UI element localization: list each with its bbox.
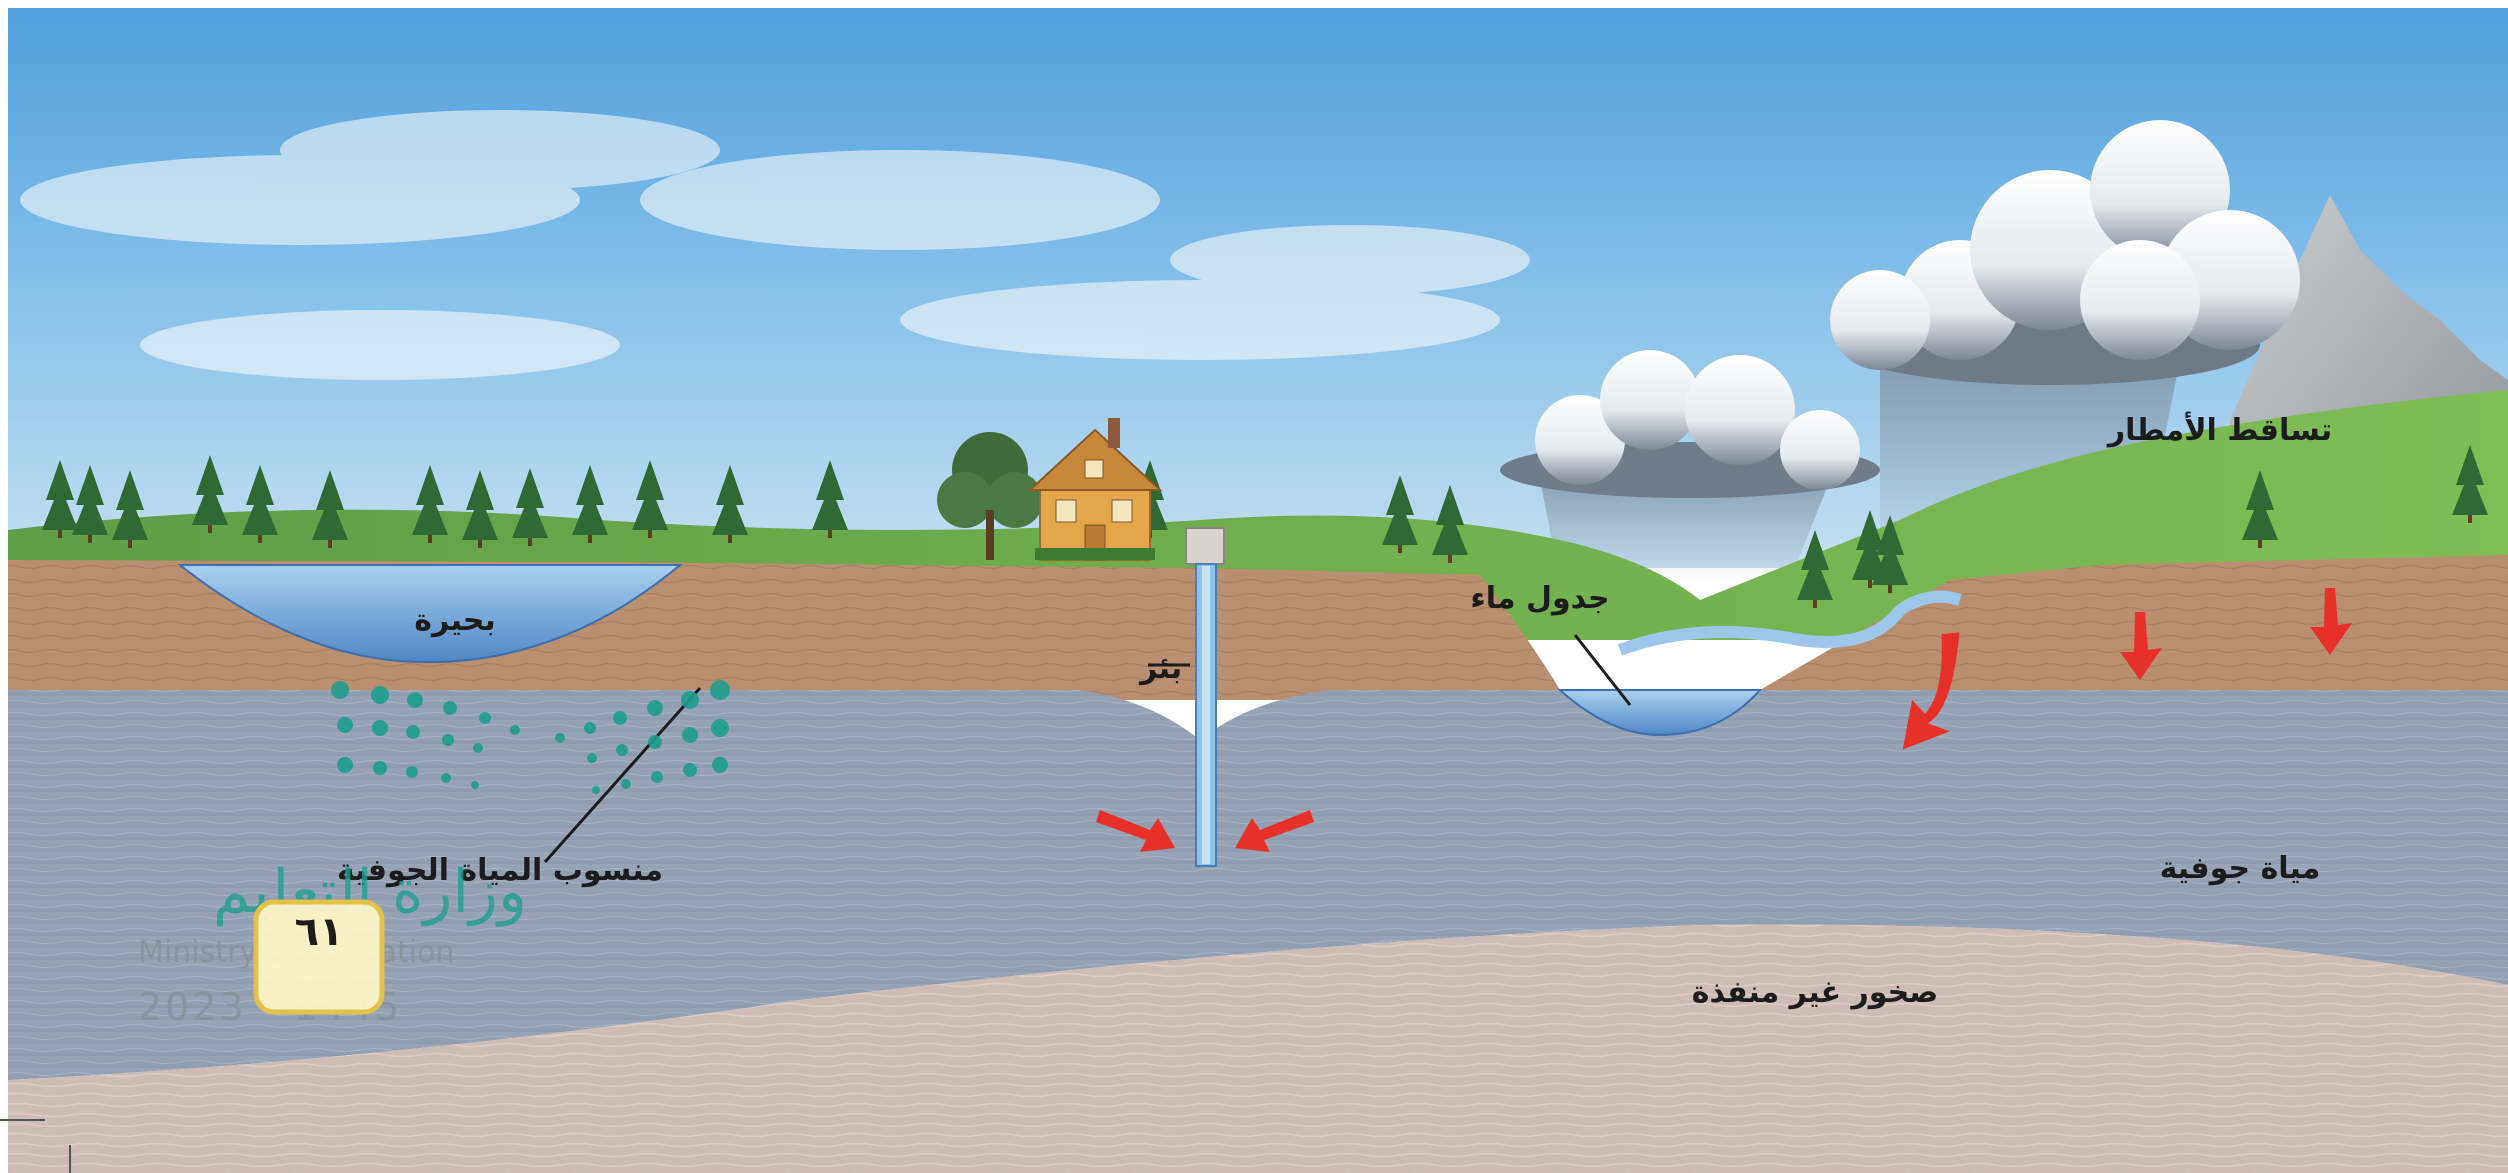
house [1027,418,1163,561]
well [1185,527,1225,867]
infiltration-arrows [1902,588,2352,750]
groundwater-layer [8,690,2508,1080]
page-number-badge: ٦١ [253,899,385,1015]
label-water-table: منسوب المياة الجوفية [337,853,663,888]
leader-lines [543,634,1632,863]
storm-cloud-large [1830,120,2300,385]
wispy-clouds [20,110,1530,380]
ministry-logo-dots [331,680,730,794]
label-stream: جدول ماء [1470,581,1609,616]
lake [177,564,683,664]
stream-channel [1617,590,1962,656]
crop-marks [0,1119,71,1173]
page-number: ٦١ [295,909,344,955]
label-impermeable-rock: صخور غير منفذة [1692,975,1938,1010]
oak-tree [937,432,1043,560]
label-groundwater: مياة جوفية [2160,851,2321,886]
well-inflow-arrows [1096,810,1314,852]
label-lake: بحيرة [414,603,496,638]
label-precipitation: تساقط الأمطار [2106,411,2332,448]
label-well: بئر [1138,651,1182,686]
impermeable-rock-layer [8,924,2508,1173]
stream-pool [1557,689,1763,737]
storm-cloud-small [1500,350,1880,498]
